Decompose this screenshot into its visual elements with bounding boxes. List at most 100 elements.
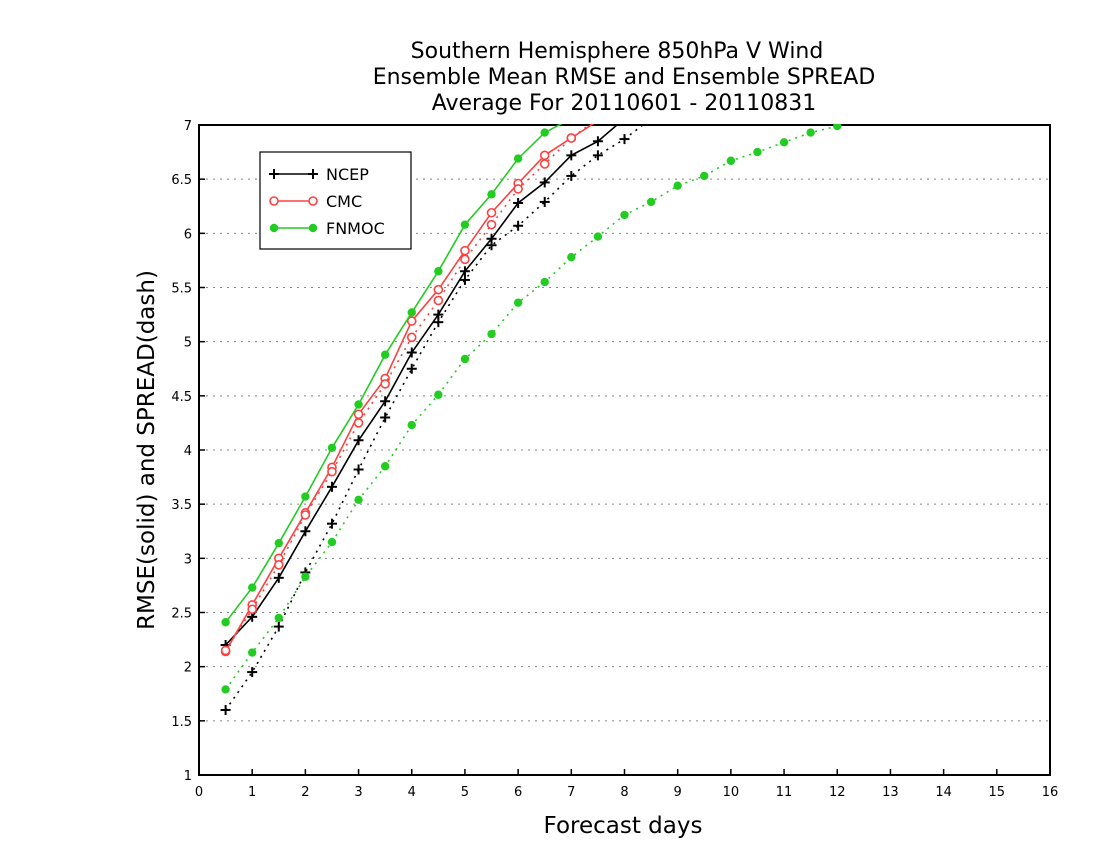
y-tick-label: 6.5 <box>171 173 192 188</box>
gridlines <box>199 178 1050 722</box>
data-point-fnmoc-spread <box>593 232 603 241</box>
data-point-cmc-spread <box>327 466 337 477</box>
data-point-cmc-spread <box>406 332 417 343</box>
data-point-cmc-spread <box>273 560 284 570</box>
x-tick-label: 4 <box>408 785 416 800</box>
data-point-fnmoc-rmse <box>380 350 390 359</box>
data-point-cmc-spread <box>566 133 577 143</box>
data-point-fnmoc-spread <box>779 138 789 147</box>
y-tick-label: 1.5 <box>171 715 192 730</box>
data-point-fnmoc-spread <box>567 252 576 262</box>
data-point-fnmoc-rmse <box>460 220 470 229</box>
axes: 0 1 2 3 4 5 6 7 8 9 10 11 12 13 14 15 1611.522.533.544.5… <box>171 119 1058 800</box>
data-point-ncep-rmse <box>273 572 284 583</box>
data-point-cmc-rmse <box>486 207 497 218</box>
legend: NCEP CMC FNMOC <box>259 151 412 250</box>
data-point-ncep-spread <box>459 274 470 285</box>
y-tick-label: 1 <box>184 769 192 784</box>
x-tick-label: 5 <box>461 785 469 800</box>
x-tick-label: 6 <box>514 785 522 800</box>
data-point-ncep-rmse <box>459 266 470 277</box>
x-tick-label: 3 <box>354 785 362 800</box>
data-point-fnmoc-spread <box>354 495 363 505</box>
data-point-fnmoc-spread <box>806 128 815 137</box>
data-point-cmc-spread <box>433 295 444 306</box>
data-point-ncep-spread <box>220 705 231 715</box>
legend-label-cmc: CMC <box>326 192 362 211</box>
y-tick-label: 6 <box>184 227 192 242</box>
x-tick-label: 8 <box>620 785 628 800</box>
data-point-ncep-spread <box>380 412 391 423</box>
series-line-ncep-rmse <box>225 124 620 646</box>
series-cmc-spread <box>220 124 592 656</box>
data-point-ncep-spread <box>433 317 444 328</box>
data-point-ncep-rmse <box>592 136 603 147</box>
data-point-cmc-spread <box>220 645 231 656</box>
data-point-ncep-rmse <box>406 347 417 358</box>
data-point-fnmoc-spread <box>434 390 443 399</box>
y-tick-label: 2 <box>184 661 192 676</box>
data-point-fnmoc-spread <box>540 277 549 287</box>
data-point-fnmoc-spread <box>221 685 230 694</box>
data-point-fnmoc-rmse <box>274 538 283 548</box>
data-point-ncep-rmse <box>566 150 577 161</box>
data-point-ncep-spread <box>513 220 524 231</box>
y-axis-label: RMSE(solid) and SPREAD(dash) <box>134 270 160 630</box>
x-tick-label: 12 <box>829 785 846 800</box>
data-point-cmc-spread <box>486 219 497 230</box>
x-tick-label: 11 <box>776 785 793 800</box>
data-point-ncep-rmse <box>300 526 311 537</box>
legend-marker-cmc <box>308 196 318 206</box>
y-tick-label: 2.5 <box>171 607 192 622</box>
data-point-fnmoc-spread <box>380 462 390 471</box>
data-point-ncep-spread <box>566 170 577 181</box>
data-point-ncep-rmse <box>380 396 391 407</box>
data-point-fnmoc-rmse <box>221 618 230 627</box>
y-tick-label: 5 <box>184 336 192 351</box>
data-point-cmc-spread <box>539 159 550 169</box>
y-tick-label: 4.5 <box>171 390 192 405</box>
data-point-ncep-rmse <box>353 435 364 446</box>
chart-title: Southern Hemisphere 850hPa V Wind Ensemb… <box>373 39 876 116</box>
series-fnmoc-rmse <box>221 124 563 627</box>
data-point-ncep-spread <box>326 518 337 529</box>
x-tick-label: 2 <box>301 785 309 800</box>
data-point-ncep-rmse <box>539 177 550 188</box>
data-point-fnmoc-rmse <box>513 154 523 163</box>
series-line-fnmoc-rmse <box>224 124 563 623</box>
data-point-cmc-rmse <box>460 245 470 256</box>
data-point-fnmoc-spread <box>327 537 337 547</box>
data-point-cmc-spread <box>247 604 257 615</box>
chart-title-line-1: Southern Hemisphere 850hPa V Wind <box>411 39 824 64</box>
data-point-fnmoc-spread <box>460 354 470 364</box>
data-point-cmc-spread <box>353 418 364 428</box>
y-tick-label: 4 <box>184 444 192 459</box>
data-point-fnmoc-spread <box>301 572 310 581</box>
data-point-ncep-rmse <box>513 198 524 208</box>
data-point-cmc-spread <box>380 379 390 389</box>
y-tick-label: 7 <box>184 119 192 134</box>
data-point-fnmoc-spread <box>274 613 283 623</box>
data-point-fnmoc-rmse <box>354 400 363 409</box>
data-point-fnmoc-rmse <box>407 308 416 317</box>
x-tick-label: 9 <box>674 785 682 800</box>
y-tick-label: 3 <box>184 552 192 567</box>
data-point-ncep-rmse <box>326 481 337 492</box>
series-ncep-rmse <box>220 124 620 650</box>
data-point-fnmoc-spread <box>407 420 416 430</box>
data-point-fnmoc-rmse <box>434 267 443 276</box>
legend-marker-fnmoc <box>269 223 279 233</box>
data-point-cmc-rmse <box>539 150 550 161</box>
data-point-cmc-spread <box>513 184 523 194</box>
legend-marker-ncep <box>269 169 279 179</box>
legend-marker-ncep <box>308 169 318 179</box>
legend-marker-fnmoc <box>308 223 318 233</box>
x-tick-label: 7 <box>567 785 575 800</box>
data-point-fnmoc-rmse <box>540 128 549 137</box>
plot-series <box>220 124 842 715</box>
data-point-cmc-rmse <box>433 284 444 295</box>
data-point-fnmoc-spread <box>620 210 629 220</box>
data-point-fnmoc-spread <box>700 171 709 181</box>
series-ncep-spread <box>220 124 646 715</box>
x-tick-label: 15 <box>989 785 1006 800</box>
